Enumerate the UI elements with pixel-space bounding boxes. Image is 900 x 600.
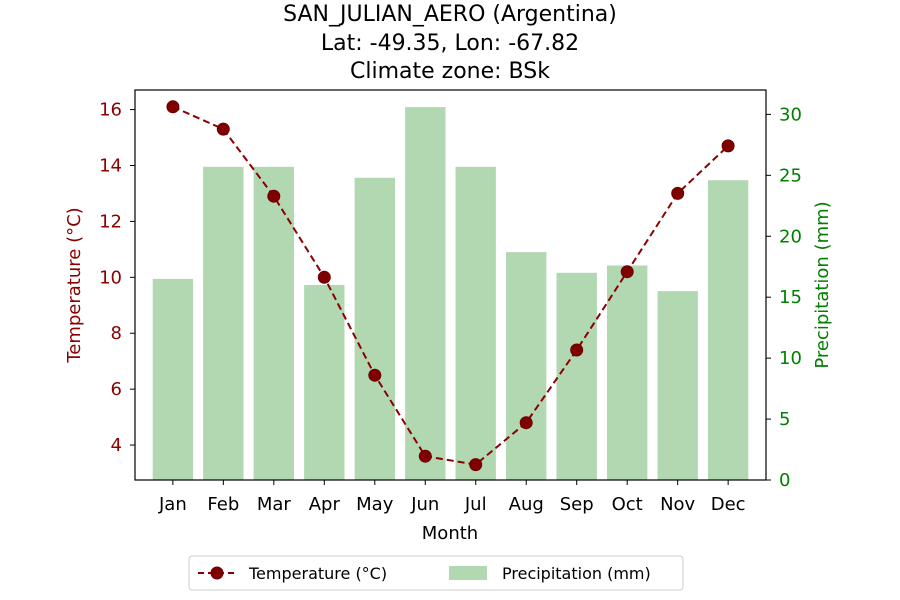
x-tick-label-dec: Dec (711, 494, 746, 515)
precipitation-bar-jan (152, 278, 194, 480)
right-tick-label-25: 25 (779, 165, 802, 186)
chart-title-line-2: Lat: -49.35, Lon: -67.82 (321, 31, 579, 56)
legend: Temperature (°C) Precipitation (mm) (188, 555, 684, 591)
temperature-point-nov (671, 186, 685, 200)
left-axis-label: Temperature (°C) (64, 207, 85, 363)
axes: Jan Feb Mar Apr May Jun Jul Aug Sep Oct Nov Dec 4 6 8 1… (99, 89, 802, 515)
legend-temperature-swatch-marker (210, 566, 224, 580)
right-tick-label-20: 20 (779, 226, 802, 247)
x-axis-label: Month (422, 523, 478, 544)
temperature-point-jul (469, 458, 483, 472)
x-tick-label-feb: Feb (207, 494, 239, 515)
precipitation-bar-oct (607, 265, 648, 480)
axis-labels: Month Temperature (°C) Precipitation (mm… (64, 201, 833, 544)
left-tick-label-10: 10 (99, 267, 122, 288)
left-tick-label-12: 12 (99, 211, 122, 232)
temperature-point-oct (620, 265, 634, 279)
precipitation-bar-apr (304, 285, 345, 480)
legend-precipitation-label: Precipitation (mm) (502, 564, 651, 583)
chart-title: SAN_JULIAN_AERO (Argentina) Lat: -49.35,… (283, 2, 617, 84)
left-tick-label-6: 6 (111, 379, 122, 400)
left-tick-label-16: 16 (99, 100, 122, 121)
legend-frame (188, 555, 684, 591)
temperature-point-may (368, 368, 382, 382)
right-axis-label: Precipitation (mm) (812, 201, 833, 368)
precipitation-bar-mar (253, 166, 294, 481)
x-tick-label-aug: Aug (509, 494, 544, 515)
right-tick-label-30: 30 (779, 104, 802, 125)
temperature-point-jun (418, 449, 432, 463)
x-tick-label-nov: Nov (660, 494, 695, 515)
chart-title-line-1: SAN_JULIAN_AERO (Argentina) (283, 2, 617, 27)
chart-title-line-3: Climate zone: BSk (350, 59, 550, 84)
x-tick-label-may: May (356, 494, 394, 515)
precipitation-bar-may (354, 177, 395, 481)
right-tick-label-5: 5 (779, 409, 790, 430)
plot-frame (134, 89, 767, 481)
x-tick-label-sep: Sep (560, 494, 594, 515)
x-tick-label-jun: Jun (410, 494, 439, 515)
temperature-point-jan (166, 100, 180, 114)
left-tick-label-14: 14 (99, 155, 122, 176)
legend-temperature-label: Temperature (°C) (248, 564, 387, 583)
x-tick-label-jan: Jan (158, 494, 187, 515)
left-tick-label-4: 4 (111, 435, 122, 456)
temperature-point-mar (267, 189, 281, 203)
x-tick-label-mar: Mar (257, 494, 292, 515)
precipitation-bar-dec (707, 180, 749, 480)
x-tick-label-apr: Apr (309, 494, 341, 515)
precipitation-bars (152, 107, 749, 481)
right-tick-label-0: 0 (779, 470, 790, 491)
temperature-point-aug (519, 416, 533, 430)
precipitation-bar-nov (657, 291, 698, 480)
temperature-point-feb (216, 122, 230, 136)
right-tick-label-10: 10 (779, 348, 802, 369)
precipitation-bar-feb (203, 166, 244, 481)
temperature-point-sep (570, 343, 584, 357)
precipitation-bar-jun (405, 107, 446, 480)
temperature-series-line (172, 105, 729, 466)
right-tick-label-15: 15 (779, 287, 802, 308)
left-tick-label-8: 8 (111, 323, 122, 344)
legend-precipitation-swatch (449, 566, 487, 580)
temperature-point-apr (317, 270, 331, 284)
precipitation-bar-jul (455, 166, 496, 481)
temperature-line (166, 100, 735, 472)
x-tick-label-oct: Oct (612, 494, 643, 515)
x-tick-label-jul: Jul (464, 494, 487, 515)
precipitation-bar-aug (506, 252, 547, 480)
temperature-point-dec (721, 139, 735, 153)
precipitation-bar-sep (556, 272, 597, 480)
